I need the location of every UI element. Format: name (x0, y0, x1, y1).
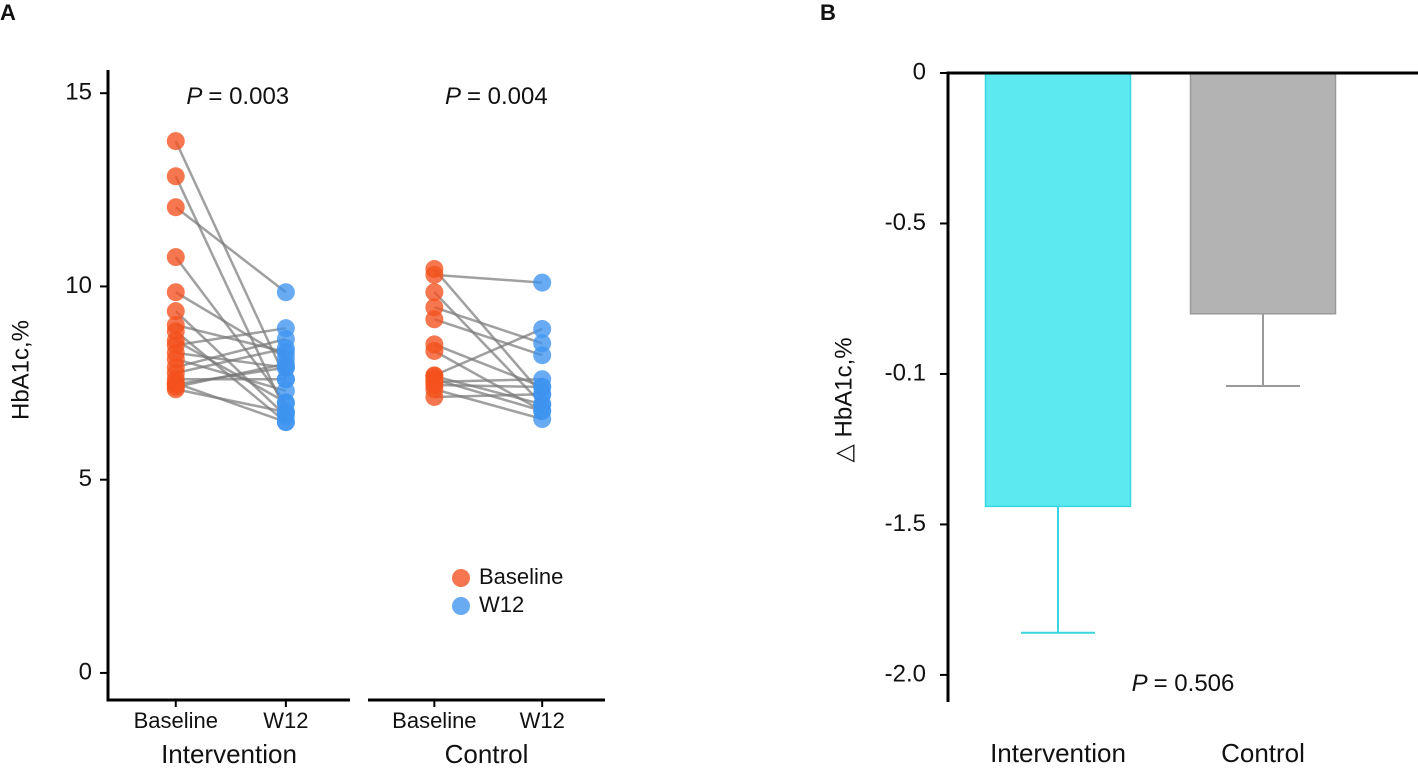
pair-line (175, 337, 287, 369)
legend-label: Baseline (479, 564, 563, 589)
data-point (276, 413, 295, 432)
bar (1189, 72, 1337, 315)
group-label: Control (445, 739, 529, 768)
y-axis-label: HbA1c,% (7, 320, 34, 420)
x-tick-label: Control (1221, 738, 1305, 768)
legend-label: W12 (479, 592, 524, 617)
data-point (166, 132, 185, 151)
bar (984, 72, 1132, 508)
pair-line (174, 206, 287, 294)
pair-line (175, 388, 287, 414)
data-point (533, 346, 552, 365)
x-tick-label: Baseline (134, 708, 218, 733)
data-point (533, 273, 552, 292)
data-point (533, 319, 552, 338)
data-point (533, 377, 552, 396)
pair-line (175, 362, 287, 389)
data-point (425, 265, 444, 284)
p-text: = 0.506 (1154, 670, 1235, 697)
pair-line (434, 388, 543, 421)
pair-line (175, 339, 287, 404)
data-point (276, 354, 295, 373)
pair-line (434, 273, 543, 284)
data-point (166, 331, 185, 350)
data-point (533, 401, 552, 420)
x-tick-label: W12 (263, 708, 308, 733)
data-point (425, 370, 444, 389)
data-point (166, 302, 185, 321)
y-tick-label: 0 (913, 58, 926, 85)
p-value-annotation: P = 0.506 (1132, 670, 1235, 697)
pair-line (174, 140, 288, 380)
group-label: Intervention (161, 739, 297, 768)
data-point (425, 341, 444, 360)
p-symbol: P (445, 83, 461, 110)
pair-line (434, 374, 543, 406)
p-text: = 0.004 (467, 83, 548, 110)
pair-line (433, 318, 543, 357)
x-tick-label: Baseline (392, 708, 476, 733)
legend-marker (452, 569, 470, 587)
y-tick-label: 5 (79, 465, 92, 492)
y-tick-label: -1.5 (885, 510, 926, 537)
data-point (166, 248, 185, 267)
x-tick-label: Intervention (990, 738, 1126, 768)
y-tick-label: 15 (65, 79, 92, 106)
y-tick-label: -0.5 (885, 209, 926, 236)
pair-line (175, 323, 287, 354)
pair-line (175, 381, 287, 424)
data-point (166, 283, 185, 302)
data-point (166, 316, 185, 335)
p-value-annotation: P = 0.004 (445, 83, 548, 110)
y-tick-label: 10 (65, 272, 92, 299)
data-point (425, 283, 444, 302)
data-point (276, 283, 295, 302)
pair-line (433, 327, 543, 377)
y-tick-label: -2.0 (885, 660, 926, 687)
p-text: = 0.003 (208, 83, 289, 110)
pair-line (434, 378, 543, 413)
pair-line (175, 347, 287, 375)
data-point (276, 393, 295, 412)
p-symbol: P (1132, 670, 1148, 697)
pair-line (175, 326, 287, 347)
panel-label: B (820, 0, 836, 25)
panel-label: A (0, 0, 16, 25)
pair-line (434, 383, 543, 389)
y-tick-label: 0 (79, 658, 92, 685)
y-tick-label: -0.1 (885, 359, 926, 386)
data-point (425, 310, 444, 329)
p-value-annotation: P = 0.003 (186, 83, 289, 110)
data-point (166, 198, 185, 217)
pair-line (433, 268, 544, 396)
data-point (166, 167, 185, 186)
x-tick-label: W12 (520, 708, 565, 733)
pair-line (174, 175, 288, 413)
legend-marker (452, 597, 470, 615)
data-point (166, 377, 185, 396)
p-symbol: P (186, 83, 202, 110)
y-axis-label: △ HbA1c,% (830, 337, 857, 462)
